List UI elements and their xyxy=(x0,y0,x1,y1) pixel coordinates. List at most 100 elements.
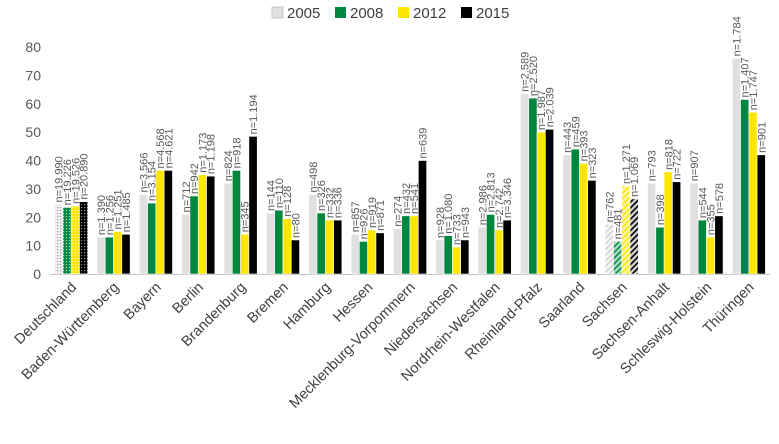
bar-2012 xyxy=(324,219,334,275)
bar-2015 xyxy=(460,239,470,275)
n-label: n=639 xyxy=(417,128,429,159)
x-tick-label: Sachsen-Anhalt xyxy=(589,280,673,364)
bar-2015 xyxy=(206,175,216,275)
bar-2008 xyxy=(274,209,284,275)
bar-2005 xyxy=(393,228,402,275)
bar-2015 xyxy=(79,201,89,275)
n-label: n=544 xyxy=(697,187,709,218)
n-label: n=19.526 xyxy=(70,158,82,204)
n-label: n=443 xyxy=(562,122,574,153)
n-label: n=110 xyxy=(274,178,286,208)
bar-2015 xyxy=(672,181,682,275)
n-label: n=919 xyxy=(367,197,379,228)
bar-2015 xyxy=(375,232,385,275)
bar-2008 xyxy=(316,212,326,275)
n-label: n=3.346 xyxy=(502,178,514,218)
legend-swatch-2012 xyxy=(398,7,409,18)
n-label: n=326 xyxy=(316,180,328,211)
n-label: n=2.742 xyxy=(494,188,506,228)
n-label: n=1.173 xyxy=(197,133,209,173)
n-label: n=762 xyxy=(604,191,616,222)
n-label: n=20.890 xyxy=(79,153,91,199)
bar-2012 xyxy=(494,229,504,275)
bar-2015 xyxy=(629,198,639,275)
bar-2008 xyxy=(570,148,580,275)
bar-2005 xyxy=(181,214,191,275)
n-label: n=19.226 xyxy=(62,159,74,205)
n-label: n=578 xyxy=(714,183,726,214)
bar-2012 xyxy=(113,231,123,275)
bar-2012 xyxy=(240,233,250,275)
bar-2015 xyxy=(756,154,766,275)
n-label: n=459 xyxy=(570,116,582,147)
n-label: n=1.271 xyxy=(621,144,633,184)
legend-swatch-2005 xyxy=(271,6,284,19)
y-tick-label: 40 xyxy=(25,153,41,169)
bar-2008 xyxy=(231,170,241,275)
legend: 2005 2008 2012 2015 xyxy=(271,5,509,22)
legend-swatch-2015 xyxy=(461,7,472,18)
n-label: n=393 xyxy=(579,130,591,161)
n-label: n=323 xyxy=(587,147,599,178)
n-label: n=336 xyxy=(333,187,345,218)
bar-2015 xyxy=(290,239,300,275)
n-label: n=3.566 xyxy=(138,152,150,192)
bar-2005 xyxy=(96,236,106,275)
legend-label: 2012 xyxy=(413,5,446,22)
n-label: n=1.747 xyxy=(748,70,760,110)
bar-2005 xyxy=(477,226,487,275)
n-label: n=498 xyxy=(308,162,320,193)
bar-2008 xyxy=(613,241,623,275)
n-label: n=1.407 xyxy=(740,57,752,97)
bar-2005 xyxy=(562,154,572,275)
bar-2008 xyxy=(104,236,114,275)
n-label: n=19.990 xyxy=(54,156,66,202)
legend-label: 2015 xyxy=(476,5,509,22)
n-label: n=2.986 xyxy=(477,185,489,225)
bar-2008 xyxy=(147,202,157,275)
n-label: n=793 xyxy=(647,150,659,181)
n-label: n=901 xyxy=(756,122,768,153)
bar-2008 xyxy=(740,99,750,275)
n-label: n=926 xyxy=(359,208,371,239)
n-label: n=274 xyxy=(393,196,405,227)
bar-2005 xyxy=(266,212,275,275)
n-label: n=928 xyxy=(435,207,447,238)
bars xyxy=(54,58,766,275)
n-label: n=1.080 xyxy=(443,194,455,234)
bar-2015 xyxy=(121,233,131,275)
bar-2005 xyxy=(138,194,148,275)
n-label: n=332 xyxy=(324,187,336,218)
x-tick-label: Niedersachsen xyxy=(381,280,461,360)
bar-2005 xyxy=(435,239,445,275)
bar-2008 xyxy=(62,207,72,275)
y-tick-label: 70 xyxy=(25,67,41,83)
n-label: n=3.154 xyxy=(147,161,159,201)
n-label: n=2.813 xyxy=(486,172,498,212)
bar-2012 xyxy=(70,205,80,275)
y-axis: 0 10 20 30 40 50 60 70 80 xyxy=(25,39,770,282)
n-label: n=128 xyxy=(282,186,294,217)
y-tick-label: 30 xyxy=(25,181,41,197)
n-label: n=4.621 xyxy=(163,128,175,168)
n-label: n=857 xyxy=(350,201,362,232)
n-label: n=80 xyxy=(290,213,302,238)
legend-swatch-2008 xyxy=(335,7,346,18)
n-label: n=1.256 xyxy=(104,195,116,235)
bar-2008 xyxy=(359,241,368,275)
bar-2012 xyxy=(579,163,589,275)
bar-2015 xyxy=(587,180,597,275)
n-label: n=4.568 xyxy=(155,128,167,168)
n-label: n=943 xyxy=(460,207,472,238)
bar-2005 xyxy=(54,204,64,275)
x-tick-label: Hamburg xyxy=(281,280,334,333)
n-label: n=722 xyxy=(672,149,684,180)
y-tick-label: 10 xyxy=(25,238,41,254)
x-tick-label: Rheinland-Pfalz xyxy=(462,280,546,364)
n-label: n=541 xyxy=(409,183,421,214)
bar-2015 xyxy=(502,219,512,275)
bar-2015 xyxy=(248,136,258,275)
n-label: n=355 xyxy=(706,204,718,235)
